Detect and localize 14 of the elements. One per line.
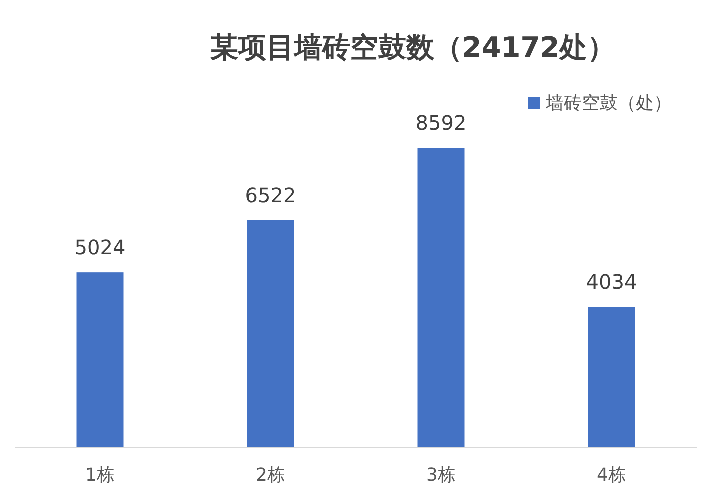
x-tick-label: 1栋 — [86, 465, 115, 486]
bar — [247, 220, 294, 448]
bar — [76, 272, 124, 448]
data-label: 6522 — [245, 183, 296, 208]
data-label: 5024 — [74, 236, 126, 260]
chart-title: 某项目墙砖空鼓数（24172处） — [210, 31, 616, 64]
x-tick-label: 2栋 — [256, 465, 286, 486]
bar — [588, 307, 636, 448]
bar — [418, 148, 465, 448]
x-tick-label: 3栋 — [426, 465, 456, 486]
legend-label: 墙砖空鼓（处） — [545, 93, 672, 114]
data-label: 8592 — [416, 111, 467, 135]
data-label: 4034 — [586, 270, 638, 294]
x-tick-label: 4栋 — [597, 465, 626, 486]
